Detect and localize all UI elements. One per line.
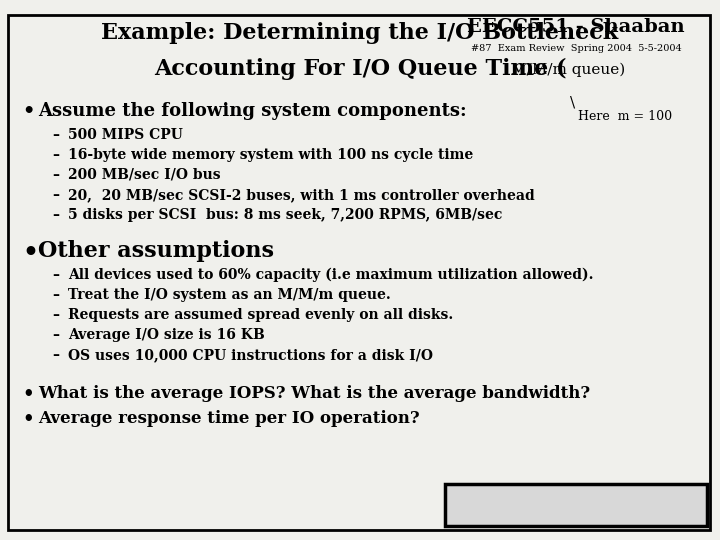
Text: OS uses 10,000 CPU instructions for a disk I/O: OS uses 10,000 CPU instructions for a di…: [68, 348, 433, 362]
Text: What is the average IOPS? What is the average bandwidth?: What is the average IOPS? What is the av…: [38, 385, 590, 402]
FancyBboxPatch shape: [445, 484, 707, 526]
Text: Other assumptions: Other assumptions: [38, 240, 274, 262]
Text: Example: Determining the I/O Bottleneck: Example: Determining the I/O Bottleneck: [102, 22, 618, 44]
Text: –: –: [52, 208, 59, 222]
Text: Here  m = 100: Here m = 100: [578, 110, 672, 123]
Text: Average I/O size is 16 KB: Average I/O size is 16 KB: [68, 328, 265, 342]
Text: –: –: [52, 328, 59, 342]
Text: M/M/m queue): M/M/m queue): [511, 63, 625, 77]
Text: All devices used to 60% capacity (i.e maximum utilization allowed).: All devices used to 60% capacity (i.e ma…: [68, 268, 593, 282]
Text: –: –: [52, 268, 59, 282]
Text: 500 MIPS CPU: 500 MIPS CPU: [68, 128, 183, 142]
Text: –: –: [52, 148, 59, 162]
Text: •: •: [22, 240, 38, 264]
Text: –: –: [52, 188, 59, 202]
Text: –: –: [52, 308, 59, 322]
Text: Accounting For I/O Queue Time (: Accounting For I/O Queue Time (: [154, 58, 566, 80]
Text: •: •: [22, 385, 34, 403]
Text: –: –: [52, 168, 59, 182]
Text: •: •: [22, 102, 35, 120]
Text: EECC551 - Shaaban: EECC551 - Shaaban: [467, 18, 685, 36]
Text: #87  Exam Review  Spring 2004  5-5-2004: #87 Exam Review Spring 2004 5-5-2004: [471, 44, 681, 53]
Text: 20,  20 MB/sec SCSI-2 buses, with 1 ms controller overhead: 20, 20 MB/sec SCSI-2 buses, with 1 ms co…: [68, 188, 535, 202]
Text: Assume the following system components:: Assume the following system components:: [38, 102, 467, 120]
Text: 200 MB/sec I/O bus: 200 MB/sec I/O bus: [68, 168, 220, 182]
Text: –: –: [52, 288, 59, 302]
Text: –: –: [52, 348, 59, 362]
Text: –: –: [52, 128, 59, 142]
Text: \: \: [570, 96, 575, 110]
Text: 16-byte wide memory system with 100 ns cycle time: 16-byte wide memory system with 100 ns c…: [68, 148, 473, 162]
Text: 5 disks per SCSI  bus: 8 ms seek, 7,200 RPMS, 6MB/sec: 5 disks per SCSI bus: 8 ms seek, 7,200 R…: [68, 208, 503, 222]
Text: Requests are assumed spread evenly on all disks.: Requests are assumed spread evenly on al…: [68, 308, 454, 322]
Text: Average response time per IO operation?: Average response time per IO operation?: [38, 410, 420, 427]
Text: •: •: [22, 410, 34, 428]
FancyBboxPatch shape: [8, 15, 710, 530]
Text: Treat the I/O system as an M/M/m queue.: Treat the I/O system as an M/M/m queue.: [68, 288, 391, 302]
